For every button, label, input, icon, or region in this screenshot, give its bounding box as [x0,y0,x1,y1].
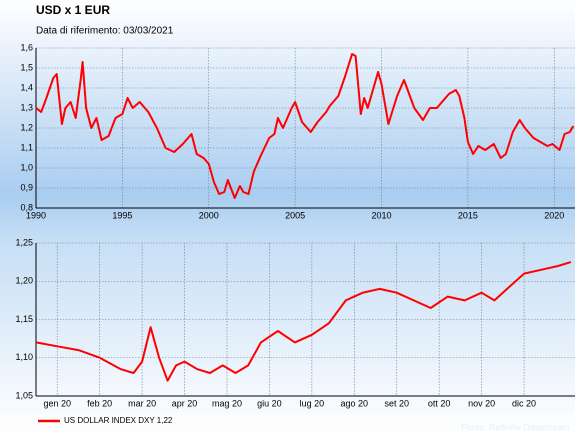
x-tick-label: 2000 [199,210,219,220]
y-tick-label: 1,2 [20,122,33,132]
y-tick-label: 1,5 [20,62,33,72]
x-tick-label: ago 20 [341,398,369,408]
x-tick-label: gen 20 [43,398,71,408]
x-tick-label: mar 20 [128,398,156,408]
x-tick-label: set 20 [384,398,409,408]
x-tick-label: feb 20 [87,398,112,408]
x-tick-label: 2005 [285,210,305,220]
y-tick-label: 1,15 [15,314,33,324]
x-tick-label: nov 20 [468,398,495,408]
x-tick-label: mag 20 [212,398,242,408]
x-tick-label: lug 20 [300,398,325,408]
x-tick-label: giu 20 [257,398,282,408]
y-tick-label: 1,0 [20,162,33,172]
source: Fonte: Refinitiv Datastream [461,422,570,432]
x-tick-label: ott 20 [428,398,451,408]
data-line [35,53,575,199]
y-tick-label: 1,1 [20,142,33,152]
y-tick-label: 1,25 [15,237,33,247]
y-tick-label: 1,10 [15,352,33,362]
x-tick-label: dic 20 [512,398,536,408]
data-line [35,261,572,382]
x-tick-label: apr 20 [172,398,198,408]
x-tick-label: 2010 [371,210,391,220]
chart-subtitle: Data di riferimento: 03/03/2021 [36,26,174,37]
y-tick-label: 1,3 [20,102,33,112]
y-tick-label: 1,4 [20,82,33,92]
x-tick-label: 1995 [112,210,132,220]
x-tick-label: 1990 [26,210,46,220]
y-tick-label: 1,20 [15,276,33,286]
y-tick-label: 0,8 [20,202,33,212]
y-tick-label: 0,9 [20,182,33,192]
legend-label: US DOLLAR INDEX DXY 1,22 [64,416,173,425]
y-tick-label: 1,05 [15,390,33,400]
chart-title: USD x 1 EUR [36,3,110,17]
y-tick-label: 1,6 [20,42,33,52]
x-tick-label: 2015 [458,210,478,220]
x-tick-label: 2020 [544,210,564,220]
